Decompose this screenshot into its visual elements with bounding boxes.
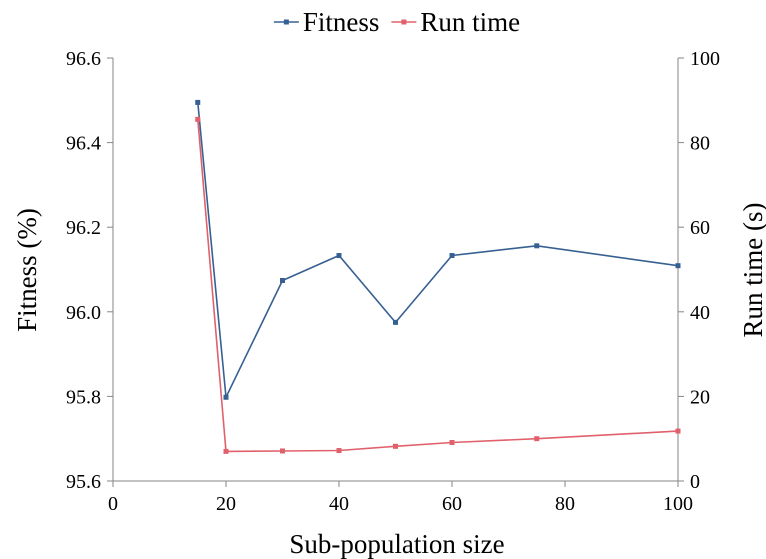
- legend-swatch-marker: [401, 19, 407, 25]
- data-point-fitness: [195, 99, 201, 105]
- right-y-tick-label: 60: [690, 217, 710, 239]
- data-point-fitness: [393, 319, 398, 325]
- data-point-fitness: [280, 277, 285, 283]
- left-y-axis-title: Fitness (%): [12, 208, 42, 332]
- x-tick-label: 0: [108, 493, 118, 515]
- right-y-tick-label: 80: [690, 133, 710, 155]
- data-point-run-time: [675, 428, 681, 434]
- axes: [107, 57, 684, 487]
- data-point-run-time: [223, 448, 229, 454]
- right-y-tick-label: 0: [690, 471, 700, 493]
- legend: Fitness Run time: [273, 7, 520, 37]
- data-point-run-time: [280, 448, 285, 454]
- x-tick-label: 80: [555, 493, 575, 515]
- right-y-tick-label: 100: [690, 48, 720, 70]
- x-tick-label: 100: [663, 493, 693, 515]
- left-y-tick-label: 95.8: [66, 386, 101, 408]
- left-y-tick-label: 96.2: [66, 217, 101, 239]
- data-point-run-time: [195, 116, 201, 122]
- series-line-fitness: [197, 102, 679, 401]
- data-point-fitness: [534, 243, 540, 249]
- legend-item-fitness: Fitness: [273, 7, 380, 37]
- data-point-fitness: [675, 263, 681, 269]
- left-y-tick-label: 96.4: [66, 133, 101, 155]
- data-point-fitness: [449, 253, 455, 259]
- series-run-time: [195, 116, 681, 454]
- data-point-run-time: [336, 448, 342, 454]
- x-tick-label: 40: [329, 493, 349, 515]
- right-y-tick-label: 20: [690, 386, 710, 408]
- tick-labels: 0 20 40 60 80 100 95.6 95.8 96.0 96.2 96.4 96.6 0 20 4…: [66, 48, 720, 515]
- legend-label: Run time: [420, 7, 520, 37]
- left-y-tick-label: 95.6: [66, 471, 101, 493]
- series-layer: [195, 99, 681, 454]
- data-point-fitness: [223, 394, 229, 400]
- x-tick-label: 20: [216, 493, 236, 515]
- left-y-tick-label: 96.0: [66, 302, 101, 324]
- data-point-run-time: [449, 440, 455, 446]
- data-point-fitness: [336, 253, 342, 259]
- series-line-run-time: [197, 119, 679, 453]
- series-fitness: [195, 99, 681, 401]
- legend-label: Fitness: [303, 7, 380, 37]
- right-y-tick-label: 40: [690, 302, 710, 324]
- data-point-run-time: [393, 443, 398, 449]
- legend-swatch-marker: [283, 19, 289, 25]
- x-axis-title: Sub-population size: [289, 529, 504, 559]
- right-y-axis-title: Run time (s): [738, 203, 766, 338]
- data-point-run-time: [534, 436, 540, 442]
- left-y-tick-label: 96.6: [66, 48, 101, 70]
- x-tick-label: 60: [442, 493, 462, 515]
- legend-item-run-time: Run time: [391, 7, 520, 37]
